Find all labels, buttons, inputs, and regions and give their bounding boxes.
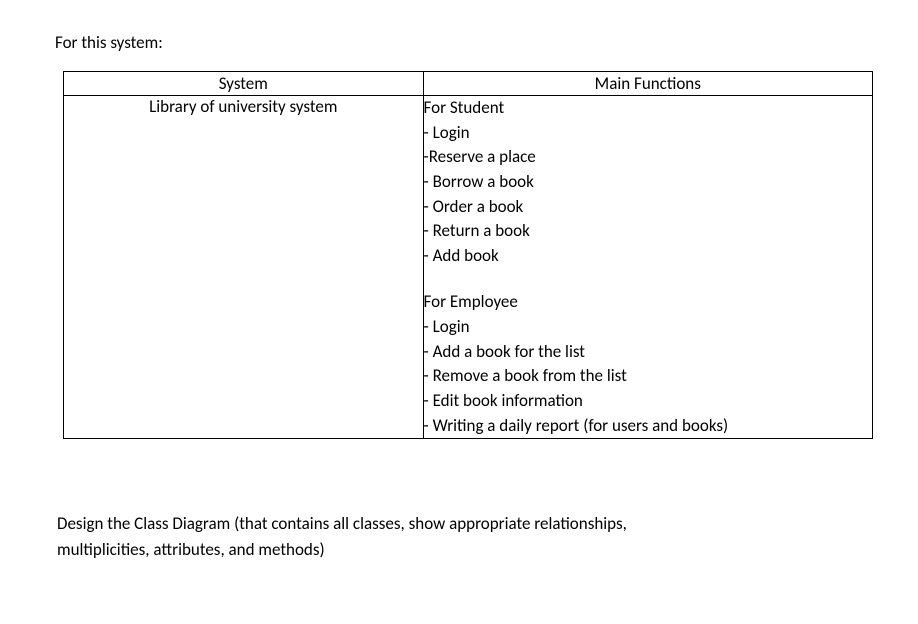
- employee-block: For Employee - Login - Add a book for th…: [424, 290, 872, 438]
- header-functions: Main Functions: [423, 72, 872, 96]
- closing-line-2: multiplicities, attributes, and methods): [57, 539, 325, 560]
- student-item: - Login: [424, 121, 872, 146]
- student-item: - Return a book: [424, 219, 872, 244]
- functions-cell: For Student - Login -Reserve a place - B…: [423, 96, 872, 439]
- employee-block-title: For Employee: [424, 290, 872, 315]
- employee-item: - Login: [424, 315, 872, 340]
- student-item: - Borrow a book: [424, 170, 872, 195]
- employee-item: - Add a book for the list: [424, 340, 872, 365]
- closing-line-1: Design the Class Diagram (that contains …: [57, 513, 627, 534]
- student-item: - Add book: [424, 244, 872, 269]
- system-name-cell: Library of university system: [64, 96, 424, 439]
- student-block: For Student - Login -Reserve a place - B…: [424, 96, 872, 268]
- employee-item: - Remove a book from the list: [424, 364, 872, 389]
- closing-text: Design the Class Diagram (that contains …: [57, 511, 863, 562]
- student-block-title: For Student: [424, 96, 872, 121]
- employee-item: - Edit book information: [424, 389, 872, 414]
- intro-text: For this system:: [55, 32, 863, 53]
- header-system: System: [64, 72, 424, 96]
- student-item: - Order a book: [424, 195, 872, 220]
- employee-item: - Writing a daily report (for users and …: [424, 414, 872, 439]
- system-table: System Main Functions Library of univers…: [63, 71, 873, 439]
- student-item: -Reserve a place: [424, 145, 872, 170]
